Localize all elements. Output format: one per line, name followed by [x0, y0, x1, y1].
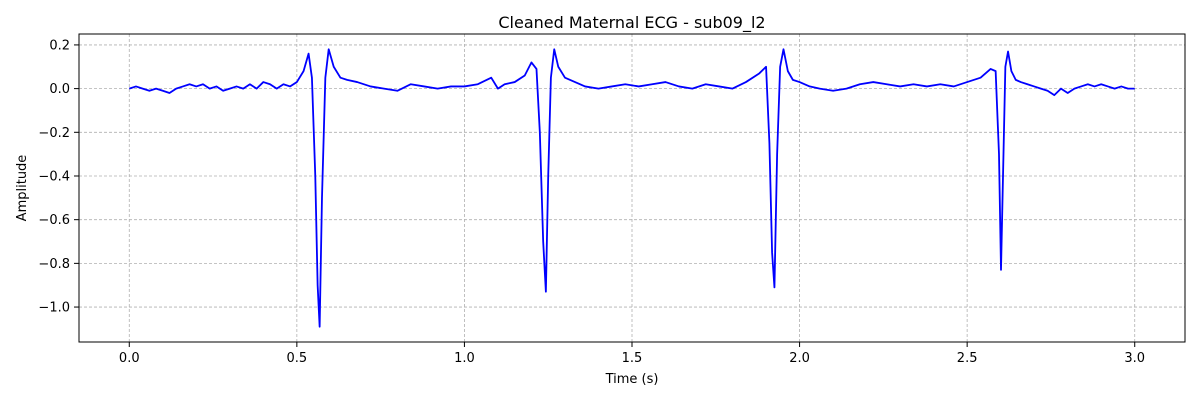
y-tick-label: −0.4 — [38, 169, 70, 184]
y-tick-label: −0.2 — [38, 126, 70, 141]
ecg-series-line — [128, 48, 1135, 328]
x-ticks: 0.0 0.5 1.0 1.5 2.0 2.5 3.0 — [119, 342, 1145, 366]
y-axis-title: Amplitude — [15, 155, 30, 222]
y-ticks: 0.2 0.0 −0.2 −0.4 −0.6 −0.8 −1.0 — [38, 38, 79, 316]
y-tick-label: −0.8 — [38, 257, 70, 272]
grid-layer — [79, 34, 1185, 342]
x-tick-label: 2.5 — [957, 351, 978, 366]
x-tick-label: 0.5 — [287, 351, 308, 366]
x-axis-title: Time (s) — [605, 372, 659, 387]
x-tick-label: 1.0 — [454, 351, 475, 366]
series-layer — [128, 48, 1135, 328]
x-tick-label: 3.0 — [1124, 351, 1145, 366]
chart-title: Cleaned Maternal ECG - sub09_l2 — [498, 13, 765, 33]
y-tick-label: −1.0 — [38, 301, 70, 316]
y-tick-label: 0.0 — [49, 82, 70, 97]
y-tick-label: 0.2 — [49, 38, 70, 53]
x-tick-label: 1.5 — [622, 351, 643, 366]
x-tick-label: 2.0 — [789, 351, 810, 366]
y-tick-label: −0.6 — [38, 213, 70, 228]
x-tick-label: 0.0 — [119, 351, 140, 366]
